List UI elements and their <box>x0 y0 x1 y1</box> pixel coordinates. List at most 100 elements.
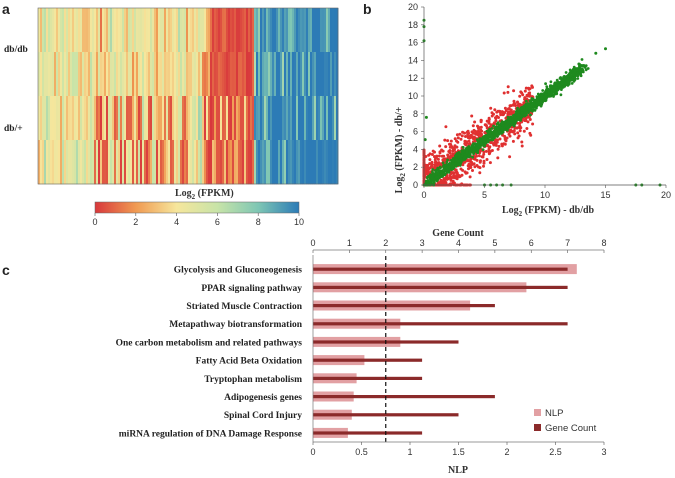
scatter-point-green <box>557 83 561 87</box>
scatter-point-red <box>506 85 510 89</box>
scatter-point-red <box>453 137 457 141</box>
heatmap-cell <box>312 96 315 141</box>
bottom-tick-label: 2.5 <box>549 447 562 457</box>
heatmap-cell <box>264 140 267 185</box>
heatmap-cell <box>104 8 107 53</box>
heatmap-cell <box>122 140 125 185</box>
bottom-tick-label: 2 <box>504 447 509 457</box>
scatter-point-red <box>448 151 452 155</box>
scatter-point-green <box>460 160 463 164</box>
heatmap-cell <box>96 140 99 185</box>
heatmap-cell <box>206 52 209 97</box>
scatter-point-red <box>492 121 496 125</box>
bar-category-label: Striated Muscle Contraction <box>186 302 302 312</box>
heatmap-cell <box>84 140 87 185</box>
heatmap-cell <box>280 8 283 53</box>
scatter-y-tick-label: 12 <box>408 73 418 83</box>
scatter-point-red <box>442 154 446 158</box>
heatmap-cell <box>326 96 329 141</box>
colorbar-label-main: Log <box>175 188 192 199</box>
heatmap-cell <box>266 8 269 53</box>
scatter-point-green <box>447 165 451 169</box>
heatmap-cell <box>292 96 295 141</box>
scatter-point-green <box>549 80 553 84</box>
heatmap-cell <box>286 52 289 97</box>
heatmap-cell <box>136 140 139 185</box>
colorbar-tick-label: 8 <box>256 217 261 227</box>
heatmap-cell <box>234 8 237 53</box>
heatmap-cell <box>322 140 325 185</box>
heatmap-cell <box>212 52 215 97</box>
heatmap-cell <box>244 8 247 53</box>
heatmap-cell <box>122 52 125 97</box>
heatmap-cell <box>300 8 303 53</box>
scatter-point-red <box>503 142 507 146</box>
heatmap-cell <box>248 140 251 185</box>
heatmap-cell <box>152 52 155 97</box>
scatter-point-green <box>451 167 455 170</box>
heatmap-cell <box>102 52 105 97</box>
scatter-y-tick-label: 16 <box>408 38 418 48</box>
heatmap-cell <box>70 96 73 141</box>
scatter-point-green <box>465 151 469 155</box>
heatmap-cell <box>230 52 233 97</box>
heatmap-cell <box>268 52 271 97</box>
scatter-point-green <box>445 166 448 170</box>
scatter-point-green <box>451 157 455 160</box>
heatmap-cell <box>210 8 213 53</box>
heatmap-cell <box>114 52 117 97</box>
scatter-point-red <box>520 91 524 95</box>
bar-category-labels: Glycolysis and Gluconeogenesis PPAR signa… <box>116 266 303 440</box>
scatter-point-green <box>519 116 522 120</box>
scatter-y-tick-label: 20 <box>408 2 418 12</box>
heatmap-cell <box>156 52 159 97</box>
heatmap-cell <box>128 96 131 141</box>
heatmap-cell <box>150 8 153 53</box>
heatmap-cell <box>332 8 335 53</box>
heatmap-cell <box>100 8 103 53</box>
scatter-point-green <box>522 113 526 117</box>
heatmap-cell <box>82 8 85 53</box>
heatmap-cell <box>294 8 297 53</box>
heatmap-cell <box>282 140 285 185</box>
heatmap-cell <box>280 140 283 185</box>
scatter-point-red <box>503 137 507 141</box>
scatter-point-green <box>572 65 576 69</box>
scatter-plot <box>422 18 662 187</box>
scatter-point-red <box>494 119 498 123</box>
heatmap-cell <box>274 8 277 53</box>
scatter-point-red <box>471 124 475 128</box>
heatmap-cell <box>222 140 225 185</box>
heatmap-cell <box>168 52 171 97</box>
heatmap-cell <box>244 96 247 141</box>
scatter-ylabel-main: Log <box>394 177 405 194</box>
scatter-point-green <box>580 58 584 61</box>
heatmap-cell <box>258 96 261 141</box>
scatter-point-green <box>584 68 588 72</box>
scatter-xlabel: Log2 (FPKM) - db/db <box>502 205 595 218</box>
scatter-x-tick-label: 10 <box>540 190 550 200</box>
scatter-point-red <box>477 165 480 169</box>
heatmap-cell <box>190 140 193 185</box>
heatmap-cell <box>50 96 53 141</box>
heatmap-cell <box>200 52 203 97</box>
bar-gene-count <box>313 413 459 417</box>
heatmap-cell <box>142 52 145 97</box>
scatter-ylabel-rest: (FPKM) - db/+ <box>394 106 405 173</box>
heatmap-cell <box>134 96 137 141</box>
heatmap-cell <box>218 140 221 185</box>
scatter-point-green <box>471 150 475 154</box>
heatmap-cell <box>44 96 47 141</box>
heatmap-cell <box>288 52 291 97</box>
heatmap-cell <box>164 8 167 53</box>
heatmap-cell <box>306 96 309 141</box>
heatmap-cell <box>234 52 237 97</box>
heatmap-cell <box>224 96 227 141</box>
heatmap-cell <box>74 140 77 185</box>
heatmap-cell <box>54 52 57 97</box>
heatmap-cell <box>294 140 297 185</box>
bar-category-label: Tryptophan metabolism <box>204 375 302 385</box>
scatter-point-red <box>426 169 430 173</box>
scatter-point-green <box>550 91 554 95</box>
heatmap-cell <box>330 8 333 53</box>
